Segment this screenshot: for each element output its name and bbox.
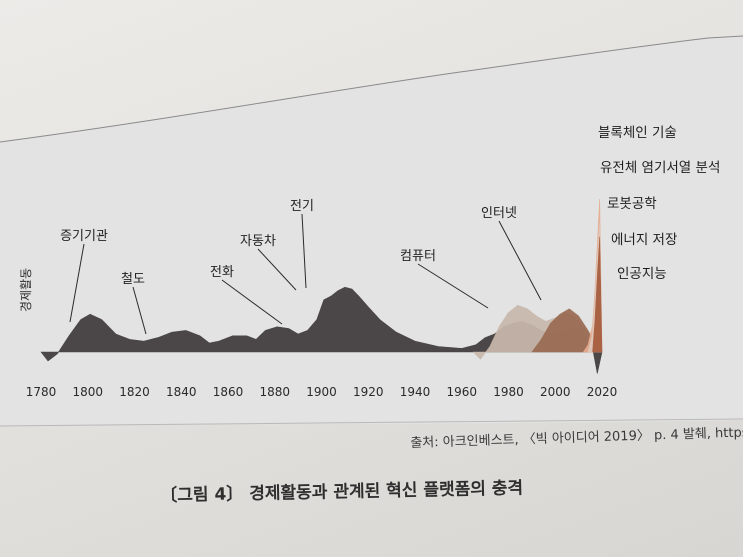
x-tick-label: 1980 [493, 385, 524, 399]
x-tick-label: 1960 [447, 385, 478, 399]
legend-entry: 에너지 저장 [611, 232, 677, 248]
annotation-label: 인터넷 [481, 206, 517, 221]
annotation-label: 자동차 [240, 234, 276, 249]
x-tick-label: 2000 [540, 385, 571, 399]
annotation-leader [257, 248, 297, 291]
x-tick-label: 1920 [353, 385, 384, 399]
chart-panel-bottom [0, 418, 743, 427]
x-tick-label: 1860 [213, 385, 244, 399]
annotation-leader [498, 220, 542, 301]
x-tick-label: 1800 [73, 385, 104, 399]
x-tick-label: 1900 [306, 385, 337, 399]
annotation-leader [221, 279, 283, 325]
annotation-label: 컴퓨터 [400, 249, 436, 264]
x-tick-label: 1820 [119, 385, 150, 399]
x-axis-ticks: 1780 1800 1820 1840 1860 1880 1900 1920 1940 1960… [26, 385, 618, 399]
annotation-label: 전화 [210, 265, 234, 280]
x-tick-label: 1940 [400, 385, 431, 399]
x-tick-label: 1840 [166, 385, 197, 399]
annotation-leader [417, 263, 489, 309]
annotation-label: 증기기관 [60, 229, 108, 244]
legend-entry: 인공지능 [617, 266, 667, 282]
series-area-6 [592, 236, 603, 353]
legend-entry: 유전체 염기서열 분석 [600, 160, 720, 176]
x-tick-label: 2020 [587, 385, 618, 399]
legend-entry: 블록체인 기술 [598, 125, 677, 141]
x-tick-label: 1780 [26, 385, 57, 399]
annotation-leader [301, 213, 307, 289]
legend-entry: 로봇공학 [607, 196, 657, 212]
annotation-label: 전기 [290, 199, 314, 214]
x-tick-label: 1880 [260, 385, 291, 399]
y-axis-label: 경제활동 [19, 268, 33, 312]
series-layer [40, 198, 603, 374]
annotation-leader [69, 243, 85, 323]
chart-panel [0, 36, 743, 426]
chart-panel-edge [0, 35, 743, 143]
annotation-leader [132, 286, 147, 335]
annotation-label: 철도 [121, 272, 145, 287]
figure-title: 〔그림 4〕 경제활동과 관계된 혁신 플랫폼의 충격 [160, 478, 524, 506]
